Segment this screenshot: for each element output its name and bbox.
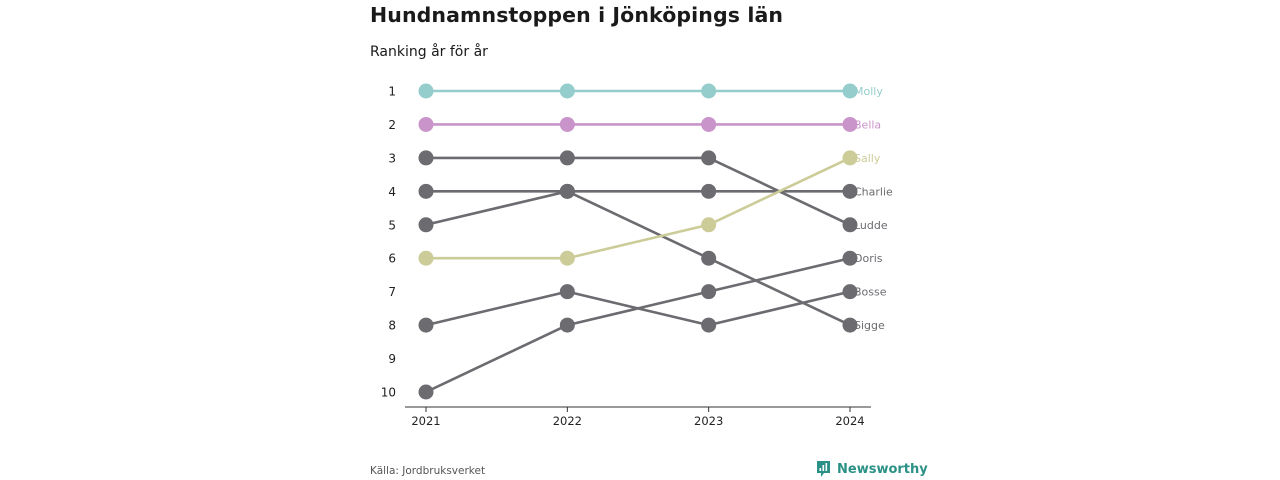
series-point-sally: [842, 150, 858, 166]
x-tick-label: 2024: [835, 414, 864, 428]
series-point-sigge: [559, 183, 575, 199]
series-label-charlie: Charlie: [854, 185, 893, 198]
series-point-molly: [418, 83, 434, 99]
series-point-doris: [559, 317, 575, 333]
series-point-charlie: [418, 183, 434, 199]
series-point-bosse: [418, 317, 434, 333]
brand-name: Newsworthy: [837, 461, 928, 477]
y-axis-ticks: 1 2 3 4 5 6 7 8 9 10: [381, 85, 396, 400]
y-tick-label: 1: [388, 85, 396, 99]
y-tick-label: 5: [388, 218, 396, 232]
series-point-ludde: [559, 150, 575, 166]
series-point-bella: [418, 116, 434, 132]
series-point-ludde: [842, 217, 858, 233]
series-point-sally: [701, 217, 717, 233]
chart-title: Hundnamnstoppen i Jönköpings län: [370, 3, 784, 27]
series-point-molly: [842, 83, 858, 99]
series-label-bella: Bella: [854, 118, 881, 131]
y-tick-label: 6: [388, 252, 396, 266]
series-line-doris: [425, 256, 851, 394]
series-line-sigge: [425, 190, 851, 327]
y-tick-label: 10: [381, 386, 396, 400]
series-label-sally: Sally: [854, 152, 881, 165]
series-point-molly: [701, 83, 717, 99]
series-line-sally: [426, 156, 851, 260]
y-tick-label: 8: [388, 319, 396, 333]
x-tick-label: 2021: [411, 414, 440, 428]
series-point-molly: [559, 83, 575, 99]
series-lines: [425, 89, 851, 394]
series-label-bosse: Bosse: [854, 286, 887, 299]
series-point-sigge: [418, 217, 434, 233]
brand-logo[interactable]: Newsworthy: [816, 460, 928, 478]
x-tick-label: 2022: [553, 414, 582, 428]
series-point-charlie: [842, 183, 858, 199]
series-point-sigge: [842, 317, 858, 333]
y-tick-label: 2: [388, 118, 396, 132]
series-point-bosse: [559, 284, 575, 300]
series-labels: Charlie Ludde Doris Bosse Sigge Molly Bella Sal…: [854, 85, 893, 332]
y-tick-label: 3: [388, 151, 396, 165]
series-points: [418, 83, 858, 400]
chart-subtitle: Ranking år för år: [370, 44, 488, 60]
series-point-ludde: [418, 150, 434, 166]
series-point-ludde: [701, 150, 717, 166]
series-point-doris: [701, 284, 717, 300]
x-axis-ticks: 2021 2022 2023 2024: [411, 407, 865, 428]
x-tick-label: 2023: [694, 414, 723, 428]
series-label-sigge: Sigge: [854, 319, 885, 332]
series-point-sally: [559, 250, 575, 266]
newsworthy-logo-icon: [817, 461, 830, 477]
series-point-bosse: [842, 284, 858, 300]
series-point-sally: [418, 250, 434, 266]
series-label-molly: Molly: [854, 85, 883, 98]
series-point-doris: [418, 384, 434, 400]
y-tick-label: 9: [388, 352, 396, 366]
series-point-bella: [842, 116, 858, 132]
series-point-bosse: [701, 317, 717, 333]
y-tick-label: 7: [388, 285, 396, 299]
series-point-doris: [842, 250, 858, 266]
series-point-charlie: [701, 183, 717, 199]
source-note: Källa: Jordbruksverket: [370, 465, 486, 477]
series-label-doris: Doris: [854, 252, 883, 265]
series-point-bella: [559, 116, 575, 132]
series-label-ludde: Ludde: [854, 219, 888, 232]
series-point-bella: [701, 116, 717, 132]
y-tick-label: 4: [388, 185, 396, 199]
series-point-sigge: [701, 250, 717, 266]
series-line-bosse: [425, 290, 851, 327]
